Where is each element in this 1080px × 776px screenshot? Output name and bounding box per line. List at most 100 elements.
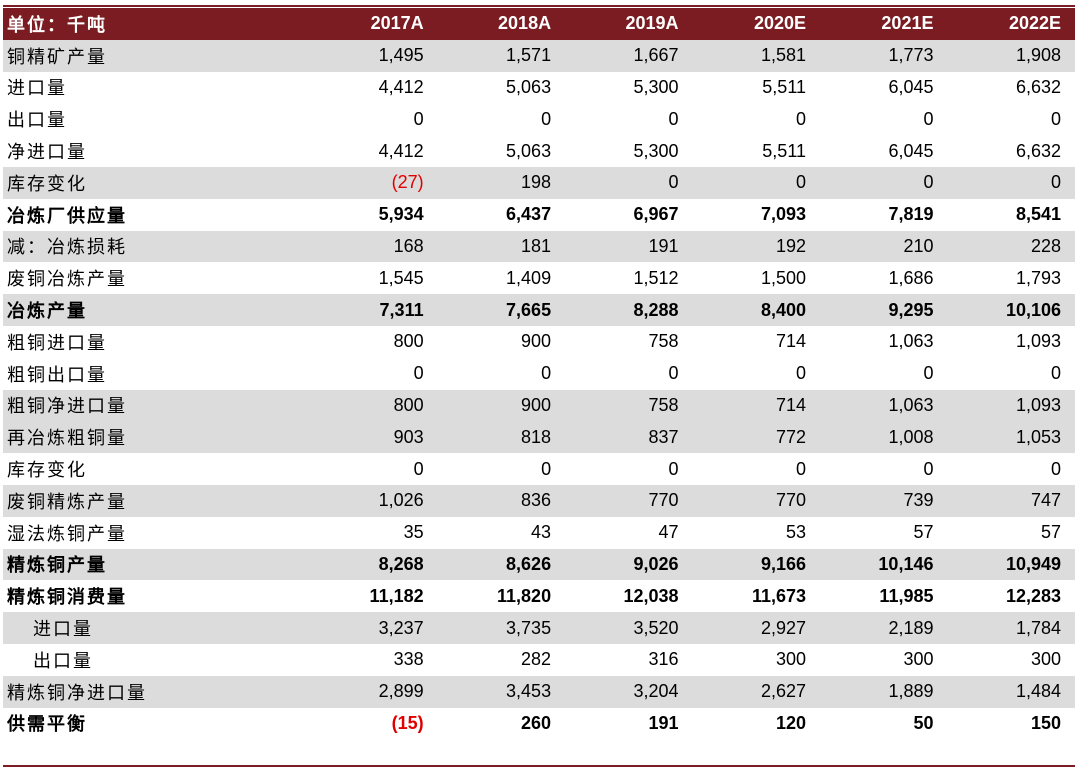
value-cell: 0 [541,363,552,384]
table-row: 进口量 4,412 5,063 5,300 5,511 6,045 6,632 [3,72,1075,104]
value-cell: 5,300 [633,76,679,97]
value-cell: 50 [913,712,934,733]
value-cell: 2,627 [760,681,807,702]
value-cell: 7,665 [506,299,552,320]
value-cell: 11,820 [497,585,552,606]
value-cell: 1,773 [888,45,934,66]
value-cell: 338 [393,649,424,670]
unit-label: 单位：千吨 [7,14,107,36]
row-label: 粗铜进口量 [7,332,107,354]
value-cell: 1,571 [506,45,552,66]
table-row: 进口量 3,237 3,735 3,520 2,927 2,189 1,784 [3,612,1075,644]
value-cell: 11,985 [879,585,934,606]
row-label: 进口量 [7,78,67,100]
value-cell: 1,063 [888,331,934,352]
value-cell: 1,409 [506,267,552,288]
value-cell: 6,045 [888,140,934,161]
bottom-rule [3,765,1075,767]
row-label: 供需平衡 [7,714,87,736]
value-cell: 0 [796,172,807,193]
value-cell: 739 [903,490,934,511]
value-cell: 747 [1030,490,1061,511]
value-cell: 300 [775,649,807,670]
value-cell: 0 [1050,172,1061,193]
table-row: 湿法炼铜产量 35 43 47 53 57 57 [3,517,1075,549]
value-cell: 4,412 [378,76,424,97]
value-cell: 0 [923,363,934,384]
value-cell: 1,581 [760,45,807,66]
row-label: 精炼铜消费量 [7,587,127,609]
value-cell: 12,038 [623,585,679,606]
row-label: 粗铜出口量 [7,364,107,386]
value-cell: 5,300 [633,140,679,161]
value-cell: 5,511 [762,140,807,161]
value-cell: 9,295 [888,299,934,320]
value-cell: 316 [648,649,679,670]
value-cell: 120 [775,712,807,733]
value-cell: 3,520 [633,617,679,638]
value-cell: 228 [1030,235,1061,256]
row-label: 废铜冶炼产量 [7,269,127,291]
row-label: 减：冶炼损耗 [7,237,127,259]
value-cell: 3,237 [378,617,424,638]
value-cell: 6,967 [633,204,679,225]
value-cell: 0 [413,108,424,129]
value-cell: 7,819 [888,204,934,225]
value-cell: 836 [521,490,552,511]
value-cell: 5,063 [506,140,552,161]
value-cell: 1,093 [1015,394,1061,415]
table-row: 粗铜净进口量 800 900 758 714 1,063 1,093 [3,389,1075,422]
value-cell: 0 [1050,458,1061,479]
value-cell: 7,311 [379,299,424,320]
value-cell: 300 [903,649,934,670]
value-cell: 903 [393,426,424,447]
value-cell: 210 [903,235,934,256]
year-header: 2021E [881,13,934,34]
row-label: 库存变化 [7,173,87,195]
row-label: 出口量 [7,110,67,132]
value-cell: 57 [913,522,934,543]
value-cell: 0 [668,363,679,384]
table-row: 减：冶炼损耗 168 181 191 192 210 228 [3,230,1075,263]
table-row: 冶炼厂供应量 5,934 6,437 6,967 7,093 7,819 8,541 [3,199,1075,231]
value-cell: 1,908 [1015,45,1061,66]
value-cell: 9,166 [760,553,807,574]
value-cell: 0 [1050,363,1061,384]
value-cell: 1,545 [378,267,424,288]
value-cell: 9,026 [633,553,679,574]
value-cell: 1,484 [1015,681,1061,702]
row-label: 进口量 [33,619,93,641]
value-cell: 1,686 [888,267,934,288]
value-cell: 2,927 [760,617,807,638]
value-cell: (27) [391,172,424,193]
row-label: 精炼铜产量 [7,555,107,577]
value-cell: 3,735 [506,617,552,638]
value-cell: 3,453 [506,681,552,702]
value-cell: 7,093 [760,204,807,225]
table-row: 粗铜出口量 0 0 0 0 0 0 [3,358,1075,390]
table-row: 铜精矿产量 1,495 1,571 1,667 1,581 1,773 1,908 [3,39,1075,72]
value-cell: 6,632 [1015,76,1061,97]
row-label: 铜精矿产量 [7,46,107,68]
value-cell: 1,495 [378,45,424,66]
year-header: 2020E [753,13,807,34]
value-cell: 770 [648,490,679,511]
header-row: 单位：千吨 2017A 2018A 2019A 2020E 2021E 2022… [3,8,1075,40]
value-cell: 8,400 [760,299,807,320]
value-cell: 900 [521,331,552,352]
value-cell: 35 [403,522,424,543]
table-row: 精炼铜产量 8,268 8,626 9,026 9,166 10,146 10,949 [3,548,1075,581]
value-cell: 8,626 [506,553,552,574]
value-cell: 43 [531,522,552,543]
value-cell: 772 [775,426,807,447]
value-cell: 5,934 [378,204,424,225]
value-cell: 181 [521,235,552,256]
value-cell: 1,008 [888,426,934,447]
table-row: 再冶炼粗铜量 903 818 837 772 1,008 1,053 [3,421,1075,454]
value-cell: 191 [648,712,679,733]
value-cell: 0 [541,458,552,479]
row-label: 粗铜净进口量 [7,396,127,418]
value-cell: 0 [796,108,807,129]
row-label: 再冶炼粗铜量 [7,428,127,450]
value-cell: 0 [923,108,934,129]
